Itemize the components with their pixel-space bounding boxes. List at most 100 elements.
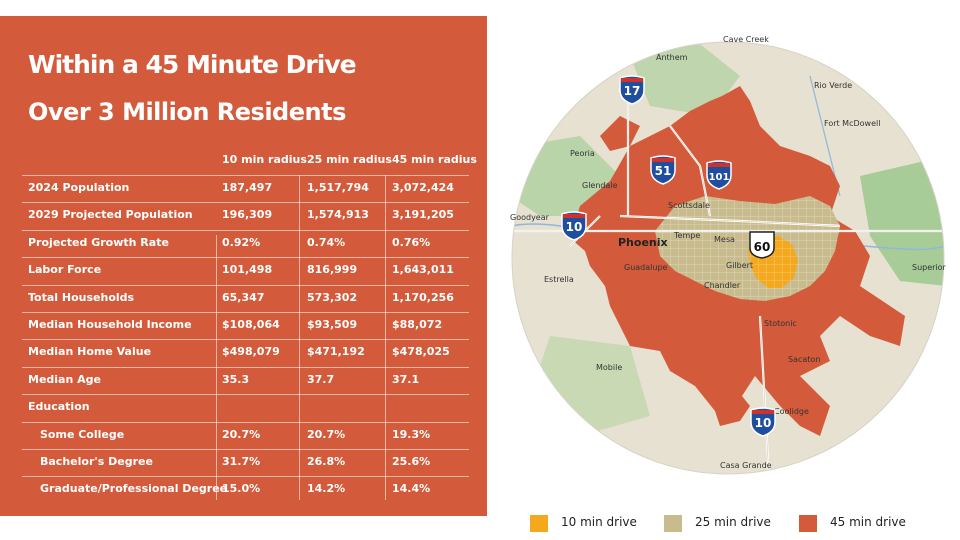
map-label-peoria: Peoria	[570, 149, 595, 158]
table-row-divider	[22, 284, 469, 286]
table-row-divider	[22, 476, 469, 478]
legend-swatch-25-min	[664, 515, 682, 532]
table-cell: 26.8%	[307, 455, 346, 468]
table-row-label: Some College	[40, 427, 125, 441]
table-row-divider	[22, 312, 469, 313]
column-header-25-min: 25 min radius	[307, 153, 392, 166]
map-label-rio-verde: Rio Verde	[814, 81, 852, 90]
table-column-divider	[385, 175, 386, 500]
highway-shield-number: 10	[755, 416, 772, 430]
table-cell: 37.7	[307, 372, 335, 386]
table-cell: 3,191,205	[392, 208, 454, 222]
map-label-goodyear: Goodyear	[510, 213, 550, 222]
table-cell: 0.76%	[392, 235, 431, 249]
table-cell: $93,509	[307, 318, 358, 331]
table-cell: 1,643,011	[392, 263, 454, 277]
table-cell: 1,574,913	[307, 208, 369, 222]
table-row-divider	[22, 339, 469, 341]
table-cell: 14.4%	[392, 482, 431, 496]
table-cell: 3,072,424	[392, 181, 454, 194]
table-cell: $478,025	[392, 345, 450, 359]
map-label-scottsdale: Scottsdale	[668, 201, 710, 210]
legend-swatch-10-min	[530, 515, 548, 532]
map-label-gilbert: Gilbert	[726, 261, 753, 270]
table-cell: $108,064	[222, 318, 280, 331]
demographics-table: 10 min radius 25 min radius 45 min radiu…	[22, 153, 477, 500]
legend-label-25-min: 25 min drive	[695, 515, 771, 529]
legend-label-10-min: 10 min drive	[561, 515, 637, 529]
highway-shield-us60: 60	[749, 231, 775, 259]
table-row-divider	[22, 257, 469, 259]
highway-shield-number: 101	[709, 172, 730, 183]
map-label-glendale: Glendale	[582, 181, 618, 190]
map-label-coolidge: Coolidge	[774, 407, 809, 416]
map-label-guadalupe: Guadalupe	[624, 263, 668, 272]
stats-panel	[0, 16, 487, 516]
map-label-mobile: Mobile	[596, 363, 622, 372]
highway-shield-number: 60	[754, 240, 771, 254]
table-row-label: 2024 Population	[28, 181, 130, 194]
drive-zone-45-min-north	[600, 116, 640, 151]
table-cell: 0.74%	[307, 235, 346, 249]
map-label-estrella: Estrella	[544, 275, 574, 284]
highway-shield-i17: 17	[619, 75, 645, 105]
table-cell: 20.7%	[307, 427, 346, 441]
table-cell: 35.3	[222, 372, 250, 386]
page-subtitle: Over 3 Million Residents	[28, 98, 346, 126]
map-park-east	[860, 156, 944, 286]
table-cell: 0.92%	[222, 235, 261, 249]
table-cell: 20.7%	[222, 427, 261, 441]
map-label-mesa: Mesa	[714, 235, 735, 244]
table-row-label: Median Age	[28, 372, 101, 386]
map-label-cave-creek: Cave Creek	[723, 35, 769, 44]
map-label-tempe: Tempe	[673, 231, 700, 240]
table-row-divider	[22, 449, 469, 450]
table-cell: 19.3%	[392, 427, 431, 441]
legend-swatch-45-min	[799, 515, 817, 532]
table-cell: 573,302	[307, 290, 358, 304]
table-row-label: Median Household Income	[28, 318, 192, 331]
table-cell: 816,999	[307, 263, 358, 277]
map-label-superior: Superior	[912, 263, 946, 272]
table-row-divider	[22, 175, 469, 176]
map-label-sacaton: Sacaton	[788, 355, 820, 364]
map-border	[511, 41, 945, 475]
table-cell: 31.7%	[222, 455, 261, 468]
map-label-stotonic: Stotonic	[764, 319, 797, 328]
table-row-label: Projected Growth Rate	[28, 235, 169, 249]
table-row-label: 2029 Projected Population	[28, 208, 193, 222]
table-row-label: Bachelor's Degree	[40, 455, 153, 468]
column-header-45-min: 45 min radius	[392, 153, 477, 166]
table-cell: 37.1	[392, 372, 420, 386]
page-title: Within a 45 Minute Drive	[28, 50, 357, 79]
table-cell: $88,072	[392, 318, 443, 331]
table-cell: 15.0%	[222, 482, 261, 496]
table-row-label: Labor Force	[28, 263, 102, 277]
table-row-label: Median Home Value	[28, 345, 152, 359]
map-street-grid	[655, 196, 840, 301]
highway-shield-number: 10	[566, 220, 583, 234]
map-label-casa-grande: Casa Grande	[720, 461, 772, 470]
drive-time-map: Cave Creek Anthem Rio Verde Fort McDowell Pe…	[510, 16, 947, 500]
table-row-divider	[22, 421, 469, 423]
highway-shield-number: 51	[655, 164, 672, 178]
table-cell: 14.2%	[307, 482, 346, 496]
table-row-label: Graduate/Professional Degree	[40, 482, 228, 496]
table-row-divider	[22, 394, 469, 396]
map-park-north	[630, 42, 740, 116]
table-cell: 65,347	[222, 290, 265, 304]
table-cell: $498,079	[222, 345, 280, 359]
highway-shield-i10a: 10	[561, 211, 587, 241]
highway-shield-i101: 101	[706, 160, 732, 190]
highway-shield-i10b: 10	[750, 407, 776, 437]
table-cell: 101,498	[222, 263, 273, 277]
table-cell: $471,192	[307, 345, 365, 359]
table-row-label: Total Households	[28, 290, 135, 304]
table-cell: 196,309	[222, 208, 273, 222]
table-cell: 187,497	[222, 181, 273, 194]
map-label-fort-mcdowell: Fort McDowell	[824, 119, 880, 128]
table-cell: 25.6%	[392, 455, 431, 468]
table-column-divider	[299, 175, 300, 500]
table-row-label: Education	[28, 400, 90, 414]
table-cell: 1,517,794	[307, 181, 369, 194]
